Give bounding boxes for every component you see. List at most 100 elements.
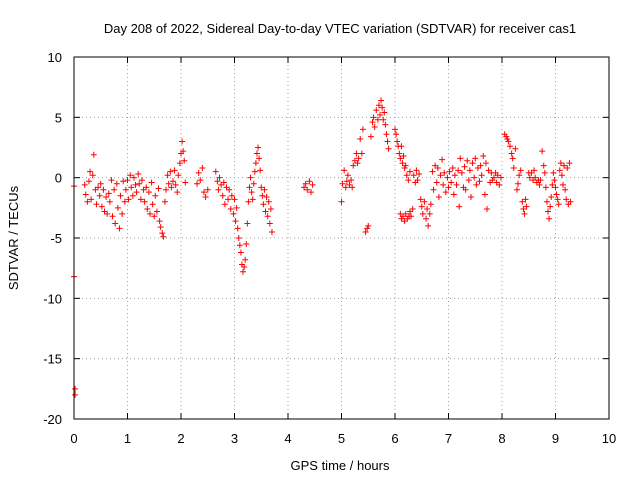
data-point	[221, 201, 228, 208]
data-point	[419, 210, 426, 217]
x-axis-label: GPS time / hours	[291, 458, 390, 473]
data-point	[394, 138, 401, 145]
data-point	[247, 174, 254, 181]
data-point	[450, 191, 457, 198]
data-point	[563, 196, 570, 203]
data-point	[226, 186, 233, 193]
data-point	[146, 210, 153, 217]
data-point	[180, 148, 187, 155]
data-point	[406, 168, 413, 175]
data-point	[267, 206, 274, 213]
data-point	[125, 196, 132, 203]
data-point	[103, 193, 110, 200]
data-point	[490, 174, 497, 181]
data-point	[519, 198, 526, 205]
data-point	[116, 225, 123, 232]
data-point	[555, 201, 562, 208]
data-point	[426, 210, 433, 217]
data-point	[381, 109, 388, 116]
data-point	[176, 160, 183, 167]
data-point	[400, 152, 407, 159]
data-point	[547, 203, 554, 210]
data-point	[219, 192, 226, 199]
data-point	[84, 198, 91, 205]
data-point	[456, 203, 463, 210]
y-tick-label: -5	[50, 231, 62, 246]
x-tick-label: 10	[602, 431, 616, 446]
data-point	[476, 178, 483, 185]
data-point	[435, 193, 442, 200]
data-point	[121, 198, 128, 205]
data-point	[562, 186, 569, 193]
data-point	[216, 174, 223, 181]
data-point	[408, 213, 415, 220]
data-point	[81, 181, 88, 188]
data-point	[496, 181, 503, 188]
data-point	[129, 192, 136, 199]
data-point	[338, 198, 345, 205]
data-point	[163, 186, 170, 193]
data-point	[354, 160, 361, 167]
data-point	[399, 160, 406, 167]
data-point	[554, 196, 561, 203]
data-point	[120, 178, 127, 185]
data-point	[122, 186, 129, 193]
data-point	[410, 172, 417, 179]
data-point	[105, 190, 112, 197]
data-point	[167, 168, 174, 175]
data-point	[520, 206, 527, 213]
data-point	[88, 196, 95, 203]
data-point	[465, 177, 472, 184]
data-point	[559, 181, 566, 188]
data-point	[199, 165, 206, 172]
data-point	[513, 186, 520, 193]
data-point	[462, 186, 469, 193]
data-point	[141, 198, 148, 205]
data-point	[497, 174, 504, 181]
data-point	[132, 181, 139, 188]
data-point	[377, 111, 384, 118]
data-point	[552, 184, 559, 191]
data-point	[227, 206, 234, 213]
data-point	[204, 186, 211, 193]
data-point	[97, 180, 104, 187]
data-point	[543, 198, 550, 205]
data-point	[264, 213, 271, 220]
data-point	[342, 184, 349, 191]
data-point	[348, 177, 355, 184]
x-tick-label: 8	[498, 431, 505, 446]
data-point	[72, 385, 79, 392]
data-point	[256, 155, 263, 162]
data-point	[109, 213, 116, 220]
data-point	[119, 210, 126, 217]
data-point	[378, 97, 385, 104]
y-tick-label: 0	[55, 171, 62, 186]
data-point	[430, 186, 437, 193]
x-tick-label: 2	[177, 431, 184, 446]
data-point	[409, 206, 416, 213]
data-point	[445, 184, 452, 191]
data-point	[257, 167, 264, 174]
data-point	[522, 196, 529, 203]
data-point	[268, 228, 275, 235]
y-tick-label: 5	[55, 110, 62, 125]
x-tick-label: 1	[124, 431, 131, 446]
data-point	[181, 157, 188, 164]
data-point	[237, 249, 244, 256]
data-point	[521, 210, 528, 217]
data-point	[301, 184, 308, 191]
data-point	[536, 181, 543, 188]
data-point	[458, 169, 465, 176]
data-point	[553, 191, 560, 198]
data-point	[230, 210, 237, 217]
data-point	[93, 201, 100, 208]
data-point	[567, 198, 574, 205]
x-tick-label: 0	[70, 431, 77, 446]
x-tick-label: 4	[284, 431, 291, 446]
data-point	[306, 178, 313, 185]
data-point	[108, 177, 115, 184]
data-point	[505, 138, 512, 145]
data-point	[95, 184, 102, 191]
data-point	[309, 181, 316, 188]
